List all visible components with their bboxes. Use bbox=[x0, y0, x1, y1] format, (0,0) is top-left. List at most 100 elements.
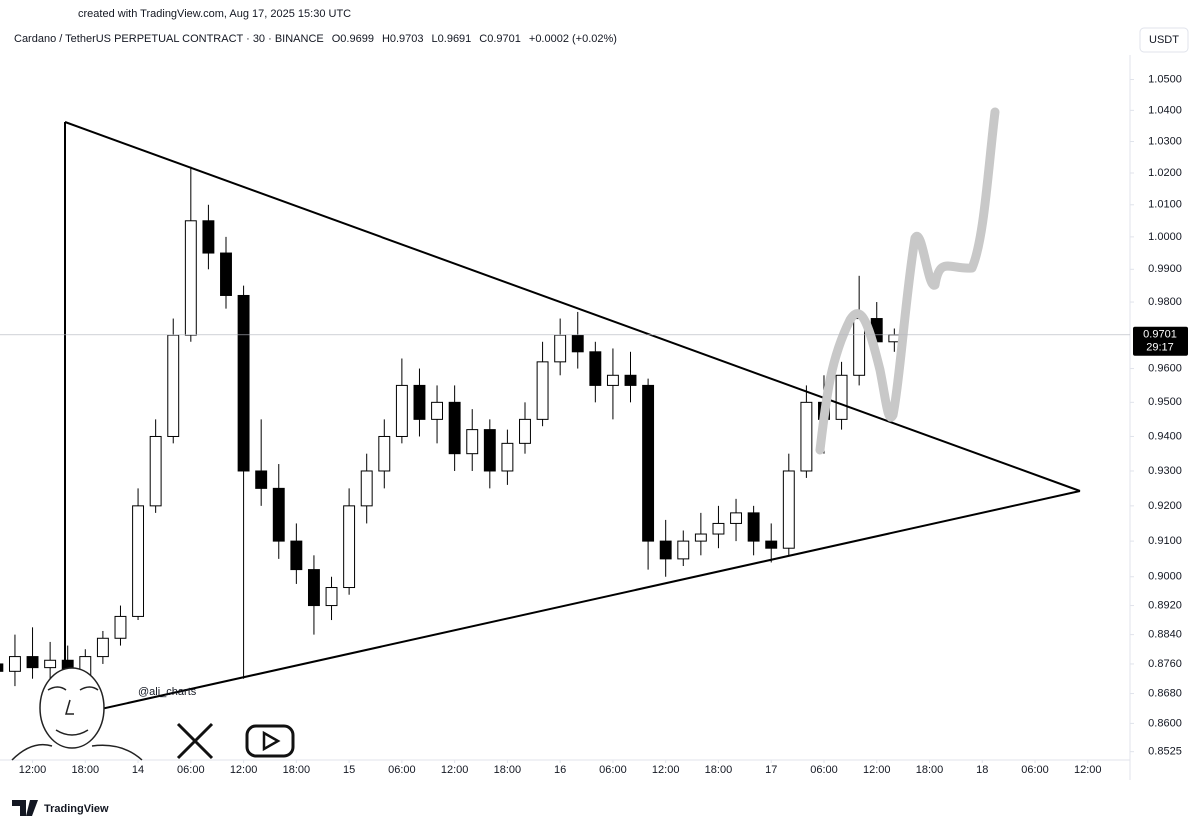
x-tick-label: 17 bbox=[765, 764, 777, 776]
x-tick-label: 14 bbox=[132, 764, 144, 776]
candle-body bbox=[44, 659, 57, 669]
caption: created with TradingView.com, Aug 17, 20… bbox=[78, 8, 351, 20]
symbol: Cardano / TetherUS PERPETUAL CONTRACT · … bbox=[14, 33, 324, 45]
y-tick-label: 1.0100 bbox=[1148, 199, 1182, 211]
y-tick-label: 1.0300 bbox=[1148, 135, 1182, 147]
x-tick-label: 12:00 bbox=[441, 764, 469, 776]
projection-path bbox=[815, 107, 1000, 455]
candle-body bbox=[413, 384, 426, 420]
candle-body bbox=[237, 294, 250, 472]
y-tick-label: 0.9000 bbox=[1148, 571, 1182, 583]
last-price-tag bbox=[1133, 326, 1188, 356]
candle-body bbox=[694, 533, 707, 542]
candle-body bbox=[519, 418, 531, 444]
change-label: +0.0002 (+0.02%) bbox=[529, 33, 617, 45]
candle-body bbox=[431, 401, 444, 420]
plot-area bbox=[0, 166, 901, 701]
candle-body bbox=[712, 522, 725, 535]
candle-body bbox=[730, 512, 742, 524]
candle-body bbox=[255, 470, 268, 489]
candle-body bbox=[642, 384, 655, 542]
x-tick-label: 06:00 bbox=[810, 764, 838, 776]
y-tick-label: 1.0200 bbox=[1148, 167, 1182, 179]
brand: TradingView bbox=[44, 803, 109, 815]
candle-body bbox=[395, 384, 408, 437]
x-tick-label: 06:00 bbox=[177, 764, 205, 776]
triangle-drawing bbox=[64, 121, 1081, 718]
lower-trendline bbox=[64, 490, 1081, 718]
x-tick-label: 12:00 bbox=[863, 764, 891, 776]
candle-body bbox=[26, 656, 39, 669]
countdown-label: 29:17 bbox=[1146, 342, 1174, 354]
candle-body bbox=[167, 334, 180, 437]
x-icon[interactable] bbox=[176, 722, 214, 760]
candle-body bbox=[378, 435, 391, 472]
y-tick-label: 1.0400 bbox=[1148, 104, 1182, 116]
candle-body bbox=[483, 429, 496, 472]
y-tick-label: 0.8680 bbox=[1148, 687, 1182, 699]
x-tick-label: 18:00 bbox=[72, 764, 100, 776]
candle-body bbox=[325, 587, 338, 607]
y-tick-label: 1.0500 bbox=[1148, 73, 1182, 85]
candle-body bbox=[307, 569, 320, 607]
x-tick-label: 06:00 bbox=[388, 764, 416, 776]
x-tick-label: 18:00 bbox=[283, 764, 311, 776]
y-tick-label: 0.9300 bbox=[1148, 465, 1182, 477]
brand-logo[interactable] bbox=[12, 800, 38, 816]
x-tick-label: 18:00 bbox=[494, 764, 522, 776]
ohlc-label: L0.9691 bbox=[432, 33, 472, 45]
x-tick-label: 15 bbox=[343, 764, 355, 776]
x-tick-label: 06:00 bbox=[1021, 764, 1049, 776]
y-tick-label: 0.9500 bbox=[1148, 396, 1182, 408]
x-tick-label: 18 bbox=[976, 764, 988, 776]
x-tick-label: 12:00 bbox=[19, 764, 47, 776]
candle-body bbox=[272, 487, 285, 542]
candle-body bbox=[747, 512, 760, 542]
candle-body bbox=[466, 429, 479, 455]
youtube-play bbox=[262, 730, 281, 752]
y-tick-label: 0.8840 bbox=[1148, 629, 1182, 641]
y-tick-label: 0.8525 bbox=[1148, 746, 1182, 758]
ohlc-label: O0.9699 bbox=[332, 33, 374, 45]
ohlc-label: H0.9703 bbox=[382, 33, 424, 45]
candle-body bbox=[0, 663, 4, 672]
candle-body bbox=[659, 540, 672, 560]
candle-body bbox=[606, 374, 619, 386]
candle-body bbox=[765, 540, 778, 549]
x-tick-label: 12:00 bbox=[230, 764, 258, 776]
x-tick-label: 06:00 bbox=[599, 764, 627, 776]
candle-body bbox=[800, 401, 813, 472]
y-tick-label: 0.8920 bbox=[1148, 599, 1182, 611]
candle-body bbox=[149, 435, 162, 507]
candle-body bbox=[290, 540, 303, 571]
candle-body bbox=[114, 615, 127, 639]
last-price-label: 0.9701 bbox=[1143, 329, 1177, 341]
candle-body bbox=[571, 334, 584, 353]
candle-body bbox=[202, 220, 215, 254]
x-tick-label: 18:00 bbox=[705, 764, 733, 776]
y-tick-label: 0.9400 bbox=[1148, 430, 1182, 442]
y-tick-label: 0.9900 bbox=[1148, 263, 1182, 275]
y-tick-label: 0.8760 bbox=[1148, 658, 1182, 670]
youtube-icon[interactable] bbox=[245, 724, 295, 758]
ohlc-label: C0.9701 bbox=[479, 33, 521, 45]
y-tick-label: 0.9800 bbox=[1148, 296, 1182, 308]
upper-trendline bbox=[64, 121, 1081, 492]
candle-body bbox=[8, 656, 21, 672]
candle-body bbox=[132, 505, 145, 617]
candle-body bbox=[589, 351, 602, 386]
candle-body bbox=[677, 540, 690, 560]
candle-body bbox=[360, 470, 373, 507]
x-tick-label: 18:00 bbox=[916, 764, 944, 776]
y-tick-label: 0.8600 bbox=[1148, 717, 1182, 729]
y-tick-label: 0.9100 bbox=[1148, 535, 1182, 547]
candle-body bbox=[343, 505, 356, 589]
candle-body bbox=[835, 374, 848, 420]
x-tick-label: 12:00 bbox=[652, 764, 680, 776]
currency: USDT bbox=[1149, 34, 1179, 46]
candle-body bbox=[782, 470, 795, 549]
currency-box[interactable] bbox=[1139, 27, 1189, 53]
candle-body bbox=[184, 220, 197, 336]
